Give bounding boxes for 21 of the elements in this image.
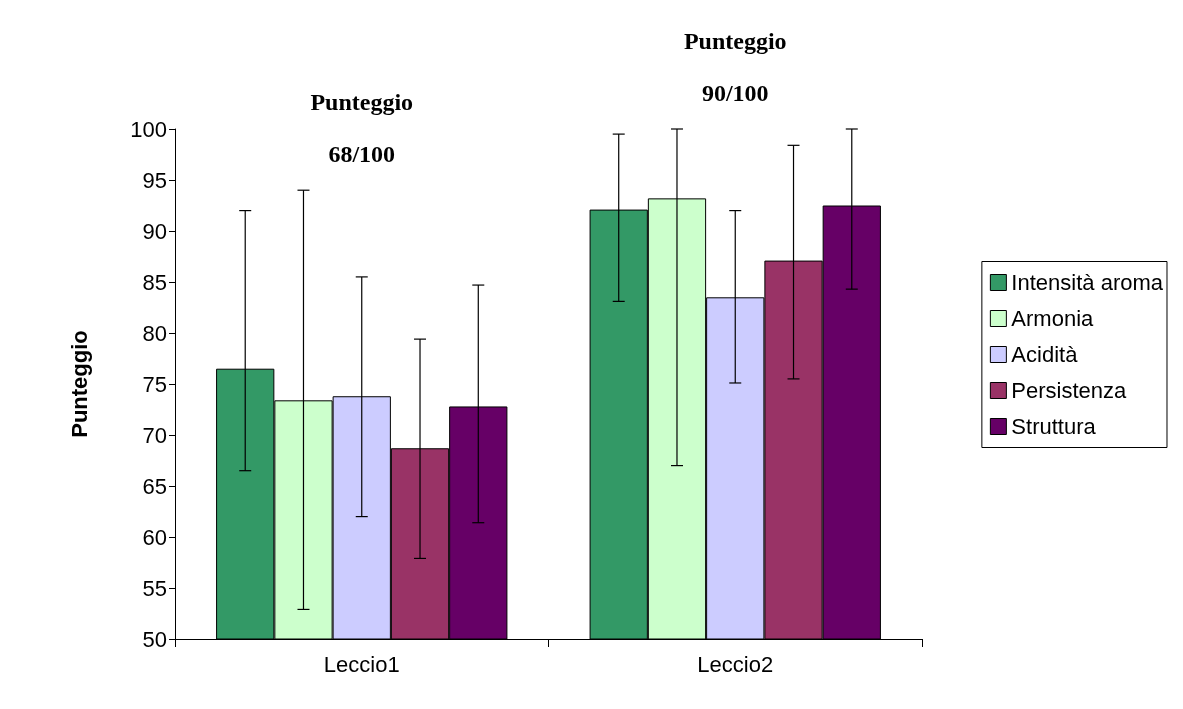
- legend-label: Persistenza: [1011, 378, 1128, 403]
- legend-label: Armonia: [1011, 306, 1095, 331]
- legend-label: Intensità aroma: [1011, 270, 1164, 295]
- y-tick-label: 50: [142, 626, 167, 652]
- legend-label: Struttura: [1011, 414, 1097, 439]
- text: Punteggio 90/100: [683, 28, 787, 106]
- annotation: Punteggio 68/100: [310, 89, 414, 168]
- x-tick-label: Leccio2: [697, 651, 774, 677]
- legend-label: Acidità: [1011, 342, 1079, 367]
- y-tick-label: 60: [142, 524, 167, 550]
- y-tick-label: 85: [142, 269, 167, 295]
- y-tick-label: 70: [142, 422, 167, 448]
- y-tick-label: 100: [130, 116, 167, 142]
- x-tick-label: Leccio1: [323, 651, 400, 677]
- y-tick-label: 55: [142, 575, 167, 601]
- y-axis-title: Punteggio: [66, 330, 92, 438]
- y-tick-label: 80: [142, 320, 167, 346]
- y-tick-label: 75: [142, 371, 167, 397]
- y-tick-label: 65: [142, 473, 167, 499]
- y-tick-label: 90: [142, 218, 167, 244]
- y-tick-label: 95: [142, 167, 167, 193]
